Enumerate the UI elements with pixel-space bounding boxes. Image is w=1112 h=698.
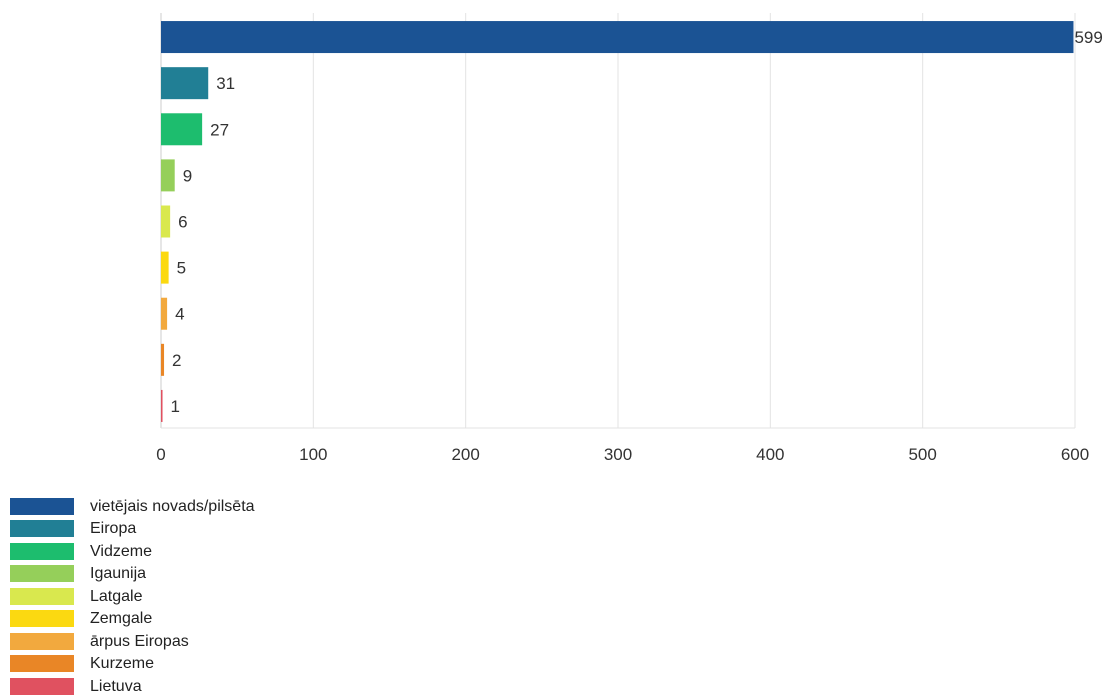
bar: [161, 297, 168, 330]
legend-item: Vidzeme: [10, 540, 255, 563]
legend-swatch: [10, 632, 74, 650]
legend-label: Eiropa: [90, 520, 137, 538]
legend-item: Eiropa: [10, 518, 255, 541]
legend-item: Zemgale: [10, 608, 255, 631]
x-tick-label: 600: [1061, 445, 1089, 464]
legend-swatch: [10, 677, 74, 695]
legend-label: Lietuva: [90, 677, 142, 695]
legend-swatch: [10, 520, 74, 538]
legend-item: ārpus Eiropas: [10, 630, 255, 653]
legend-item: vietējais novads/pilsēta: [10, 495, 255, 518]
bar: [161, 159, 175, 192]
data-label: 5: [177, 259, 186, 278]
x-tick-label: 200: [451, 445, 479, 464]
legend-item: Lietuva: [10, 675, 255, 698]
bar: [161, 21, 1074, 54]
legend-swatch: [10, 497, 74, 515]
data-label: 599: [1074, 28, 1102, 47]
data-label: 4: [175, 305, 184, 324]
data-labels: 599 31 27 9 6 5 4 2 1: [171, 28, 1103, 416]
bar: [161, 343, 165, 376]
legend-label: Latgale: [90, 587, 143, 605]
data-label: 6: [178, 213, 187, 232]
legend-swatch: [10, 565, 74, 583]
bars: [161, 21, 1074, 422]
x-tick-label: 0: [156, 445, 165, 464]
legend-item: Igaunija: [10, 563, 255, 586]
x-tick-label: 400: [756, 445, 784, 464]
gridlines: [160, 13, 1076, 428]
x-tick-labels: 0 100 200 300 400 500 600: [156, 445, 1089, 464]
legend-item: Kurzeme: [10, 653, 255, 676]
bar: [161, 251, 169, 284]
bar: [161, 389, 163, 422]
legend-swatch: [10, 542, 74, 560]
bar: [161, 67, 209, 100]
legend: vietējais novads/pilsēta Eiropa Vidzeme Iga…: [10, 495, 255, 698]
legend-item: Latgale: [10, 585, 255, 608]
data-label: 2: [172, 351, 181, 370]
legend-label: Zemgale: [90, 610, 153, 628]
data-label: 9: [183, 166, 192, 185]
data-label: 1: [171, 397, 180, 416]
legend-swatch: [10, 610, 74, 628]
x-tick-label: 300: [604, 445, 632, 464]
legend-label: Vidzeme: [90, 542, 152, 560]
data-label: 31: [216, 74, 235, 93]
bar-chart: 599 31 27 9 6 5 4 2 1 0 100 200 300 400 500 600: [156, 13, 1103, 464]
legend-swatch: [10, 655, 74, 673]
bar: [161, 113, 203, 146]
data-label: 27: [210, 120, 229, 139]
legend-label: vietējais novads/pilsēta: [90, 497, 255, 515]
x-tick-label: 100: [299, 445, 327, 464]
bar: [161, 205, 171, 238]
x-tick-label: 500: [908, 445, 936, 464]
legend-label: ārpus Eiropas: [90, 632, 189, 650]
legend-label: Kurzeme: [90, 655, 155, 673]
legend-label: Igaunija: [90, 565, 147, 583]
legend-swatch: [10, 587, 74, 605]
